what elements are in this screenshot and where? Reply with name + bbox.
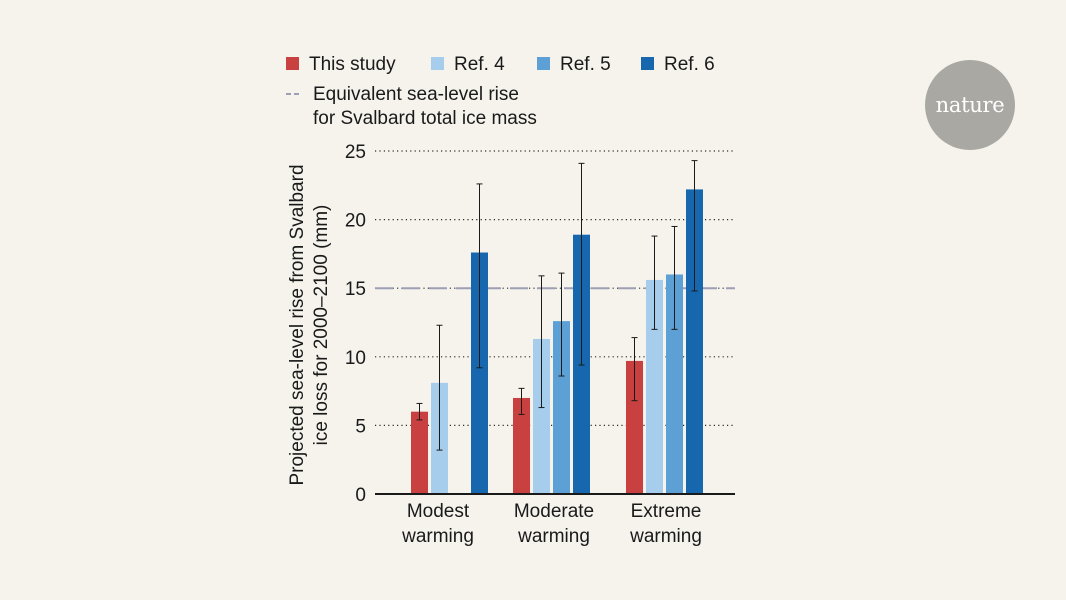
bar-this-study-extreme xyxy=(626,360,643,494)
bars xyxy=(411,189,703,494)
bar-ref-5-moderate xyxy=(553,321,570,494)
legend-reference-label-line-2: for Svalbard total ice mass xyxy=(313,108,537,129)
legend-label-ref-4: Ref. 4 xyxy=(454,54,505,75)
legend-reference-label-line-1: Equivalent sea-level rise xyxy=(313,84,519,105)
x-label-extreme-line-1: Extreme xyxy=(631,501,702,522)
legend-label-this-study: This study xyxy=(309,54,396,75)
bar-ref-6-extreme xyxy=(686,189,703,494)
y-tick-0: 0 xyxy=(355,485,366,506)
legend-swatch-this-study xyxy=(286,57,299,70)
bar-this-study-moderate xyxy=(513,397,530,494)
x-label-moderate-line-1: Moderate xyxy=(514,501,594,522)
bar-ref-5-extreme xyxy=(666,274,683,494)
y-tick-5: 5 xyxy=(355,416,366,437)
bar-ref-6-modest xyxy=(471,252,488,494)
bar-this-study-modest xyxy=(411,411,428,494)
x-label-modest-line-1: Modest xyxy=(407,501,470,522)
nature-logo-text: nature xyxy=(935,93,1005,117)
y-axis-title-line-1: Projected sea-level rise from Svalbard xyxy=(287,164,308,485)
y-tick-labels: 0 5 10 15 20 25 xyxy=(345,142,366,506)
y-axis-title: Projected sea-level rise from Svalbard ic… xyxy=(287,164,332,485)
legend-label-ref-5: Ref. 5 xyxy=(560,54,611,75)
x-label-modest-line-2: warming xyxy=(401,526,474,547)
x-category-labels: Modest warming Moderate warming Extreme warmi… xyxy=(401,501,702,547)
y-tick-10: 10 xyxy=(345,348,366,369)
y-tick-15: 15 xyxy=(345,279,366,300)
bar-ref-4-moderate xyxy=(533,338,550,494)
nature-logo: nature xyxy=(925,60,1015,150)
x-label-extreme-line-2: warming xyxy=(629,526,702,547)
y-tick-20: 20 xyxy=(345,211,366,232)
y-tick-25: 25 xyxy=(345,142,366,163)
y-axis-title-group: Projected sea-level rise from Svalbard ic… xyxy=(287,164,332,485)
legend-swatch-ref-4 xyxy=(431,57,444,70)
legend-swatch-ref-5 xyxy=(537,57,550,70)
y-axis-title-line-2: ice loss for 2000–2100 (mm) xyxy=(311,205,332,446)
error-bars xyxy=(416,160,698,451)
legend-label-ref-6: Ref. 6 xyxy=(664,54,715,75)
x-label-moderate-line-2: warming xyxy=(517,526,590,547)
legend: This study Ref. 4 Ref. 5 Ref. 6 Equivalent s… xyxy=(286,54,715,129)
legend-swatch-ref-6 xyxy=(641,57,654,70)
bar-ref-4-extreme xyxy=(646,279,663,494)
